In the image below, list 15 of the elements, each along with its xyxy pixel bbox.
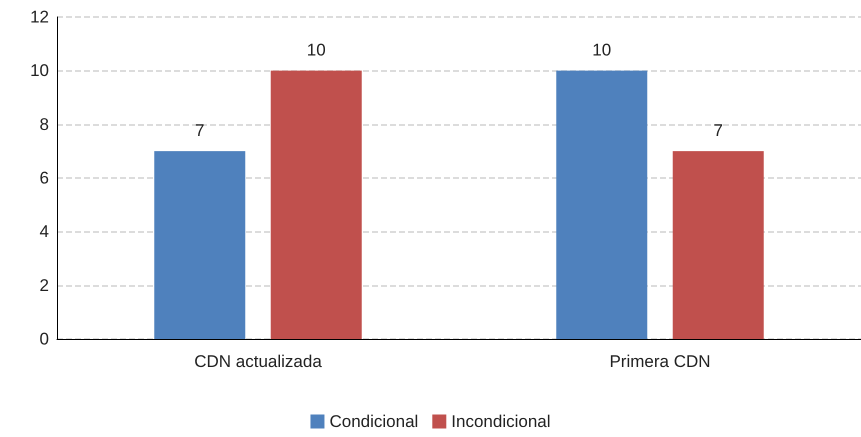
- y-tick-label: 0: [40, 330, 49, 348]
- y-tick-label: 10: [30, 61, 49, 80]
- data-label: 7: [714, 121, 723, 140]
- y-tick-label: 8: [40, 114, 49, 134]
- y-tick-label: 6: [40, 168, 49, 188]
- y-tick-label: 4: [40, 222, 49, 242]
- x-tick-label: Primera CDN: [609, 352, 711, 371]
- data-label: 10: [306, 40, 326, 60]
- x-tick-label: CDN actualizada: [194, 352, 322, 371]
- y-tick-label: 12: [30, 8, 49, 26]
- data-label: 10: [592, 40, 612, 60]
- y-tick-label: 2: [40, 276, 49, 295]
- legend-label: Incondicional: [451, 412, 551, 431]
- data-label: 7: [195, 121, 204, 140]
- legend-label: Condicional: [329, 412, 418, 431]
